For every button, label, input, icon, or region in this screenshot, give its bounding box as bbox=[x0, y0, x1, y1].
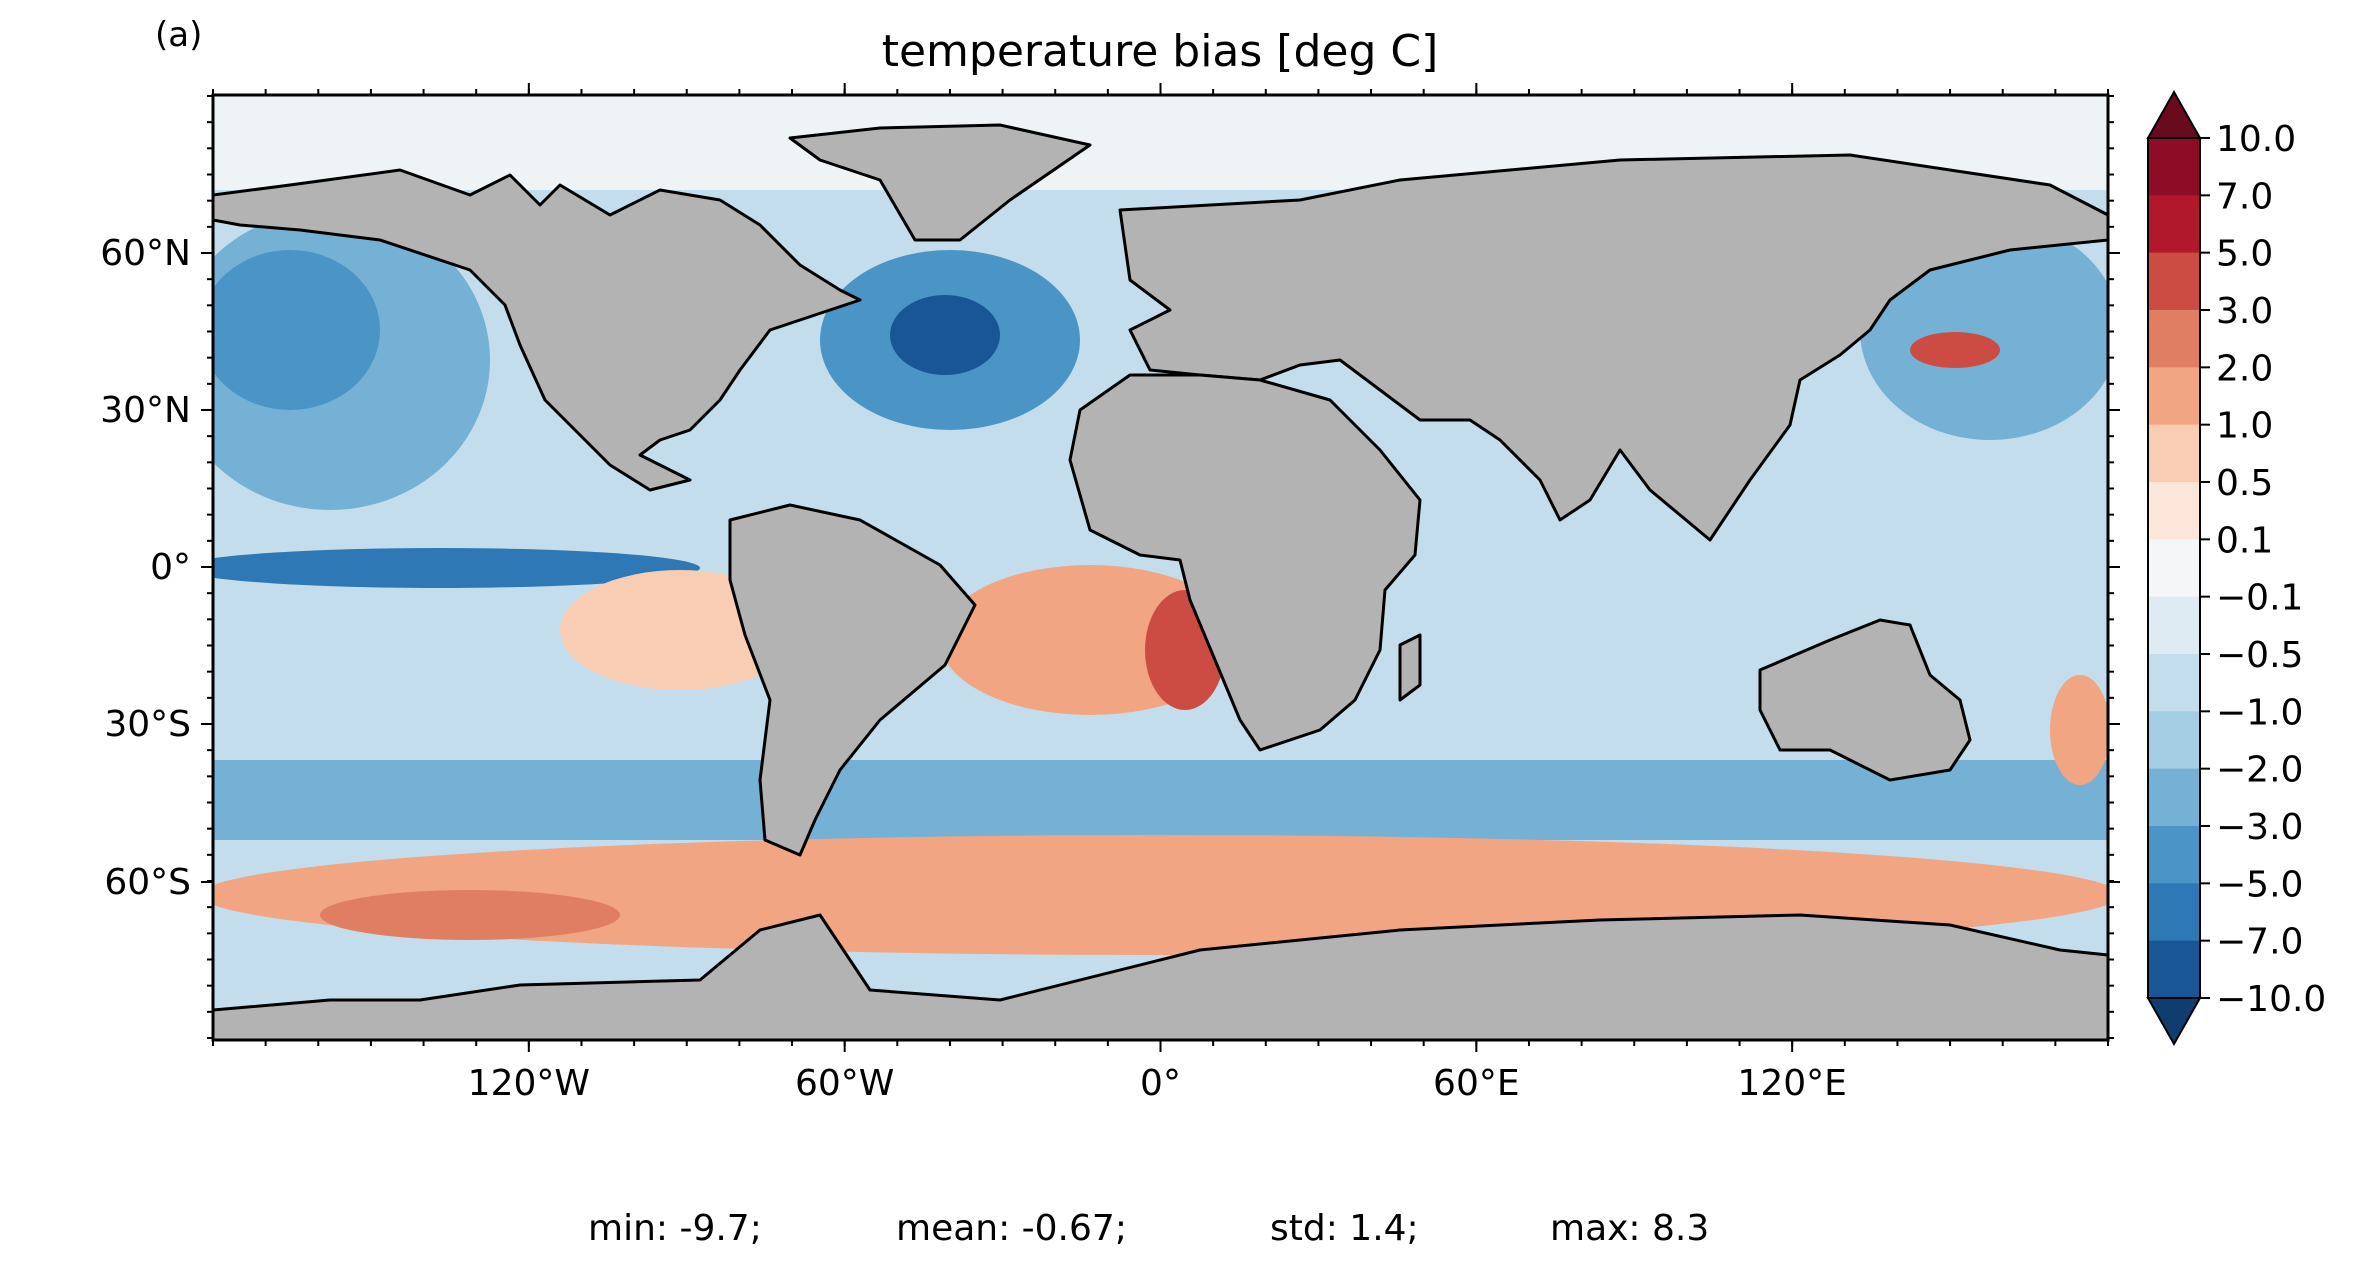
colorbar-tick-label: −5.0 bbox=[2216, 864, 2303, 905]
colorbar-segment bbox=[2148, 424, 2200, 483]
colorbar-tick-label: 7.0 bbox=[2216, 176, 2273, 217]
equatorial-cold-tongue bbox=[213, 548, 700, 588]
land-masses bbox=[213, 123, 2108, 1040]
colorbar-segment bbox=[2148, 596, 2200, 655]
stat-min: min: -9.7; bbox=[588, 1208, 762, 1249]
colorbar-tick-label: 0.5 bbox=[2216, 463, 2273, 504]
colorbar-segment bbox=[2148, 654, 2200, 712]
lon-tick-label: 120°W bbox=[468, 1063, 590, 1104]
stat-std: std: 1.4; bbox=[1270, 1208, 1419, 1249]
australia-land bbox=[1758, 618, 1972, 782]
lon-tick-label: 120°E bbox=[1737, 1063, 1846, 1104]
south-america-land bbox=[728, 503, 977, 857]
colorbar-under-triangle bbox=[2146, 997, 2202, 1047]
colorbar-frame bbox=[2147, 137, 2201, 999]
north-atlantic-cold-core bbox=[890, 295, 1000, 375]
lat-tick-label: 30°N bbox=[100, 390, 191, 431]
stat-mean: mean: -0.67; bbox=[896, 1208, 1127, 1249]
minor-ticks bbox=[207, 89, 2114, 1046]
lat-tick-label: 60°S bbox=[104, 862, 191, 903]
colorbar-segment bbox=[2148, 310, 2200, 368]
southern-cold-band bbox=[213, 760, 2108, 840]
africa-land bbox=[1068, 373, 1422, 752]
colorbar-over-triangle bbox=[2146, 89, 2202, 139]
stat-max: max: 8.3 bbox=[1550, 1208, 1709, 1249]
colorbar-segment bbox=[2148, 539, 2200, 598]
lat-tick-label: 30°S bbox=[104, 704, 191, 745]
antarctica-land bbox=[213, 913, 2108, 1040]
colorbar-tick-label: −0.5 bbox=[2216, 635, 2303, 676]
colorbar-tick-label: 5.0 bbox=[2216, 234, 2273, 275]
panel-label: (a) bbox=[155, 15, 202, 55]
lat-tick-label: 0° bbox=[150, 547, 191, 588]
colorbar-segment bbox=[2148, 482, 2200, 540]
colorbar-segment bbox=[2148, 826, 2200, 884]
north-america-land bbox=[213, 168, 862, 492]
colorbar: 10.0 7.0 5.0 3.0 2.0 1.0 0.5 0.1 −0.1 −0.5 −1.0 −2.… bbox=[2146, 89, 2326, 1047]
north-pacific-cold-core bbox=[213, 250, 380, 410]
colorbar-tick-label: −0.1 bbox=[2216, 578, 2303, 619]
colorbar-segment bbox=[2148, 883, 2200, 942]
southern-pacific-warm-core bbox=[320, 890, 620, 940]
colorbar-tick-label: −2.0 bbox=[2216, 750, 2303, 791]
colorbar-tick-label: 0.1 bbox=[2216, 520, 2273, 561]
colorbar-segment bbox=[2148, 367, 2200, 426]
lon-tick-label: 60°W bbox=[795, 1063, 894, 1104]
colorbar-segment bbox=[2148, 138, 2200, 196]
colorbar-segment bbox=[2148, 252, 2200, 311]
lon-ticks: 120°W 60°W 0° 60°E 120°E bbox=[468, 83, 1847, 1104]
colorbar-tick-label: 1.0 bbox=[2216, 406, 2273, 447]
colorbar-tick-label: 2.0 bbox=[2216, 348, 2273, 389]
bias-patches bbox=[213, 95, 2108, 955]
colorbar-tick-label: 3.0 bbox=[2216, 291, 2273, 332]
tasman-warm-patch bbox=[2050, 675, 2108, 785]
colorbar-tick-label: −1.0 bbox=[2216, 692, 2303, 733]
colorbar-segment bbox=[2148, 940, 2200, 999]
colorbar-segment bbox=[2148, 711, 2200, 770]
colorbar-tick-label: −10.0 bbox=[2216, 979, 2326, 1020]
map-panel bbox=[213, 95, 2108, 1040]
lon-tick-label: 0° bbox=[1140, 1063, 1181, 1104]
map-title: temperature bias [deg C] bbox=[882, 26, 1439, 77]
colorbar-tick-label: −7.0 bbox=[2216, 922, 2303, 963]
greenland-land bbox=[788, 123, 1092, 242]
madagascar-land bbox=[1398, 633, 1422, 702]
colorbar-tick-label: −3.0 bbox=[2216, 807, 2303, 848]
colorbar-tick-label: 10.0 bbox=[2216, 119, 2296, 160]
colorbar-segment bbox=[2148, 768, 2200, 827]
colorbar-segment bbox=[2148, 195, 2200, 254]
lon-tick-label: 60°E bbox=[1433, 1063, 1520, 1104]
kuroshio-warm-patch bbox=[1910, 332, 2000, 368]
lat-ticks: 60°N 30°N 0° 30°S 60°S bbox=[100, 233, 2120, 903]
lat-tick-label: 60°N bbox=[100, 233, 191, 274]
